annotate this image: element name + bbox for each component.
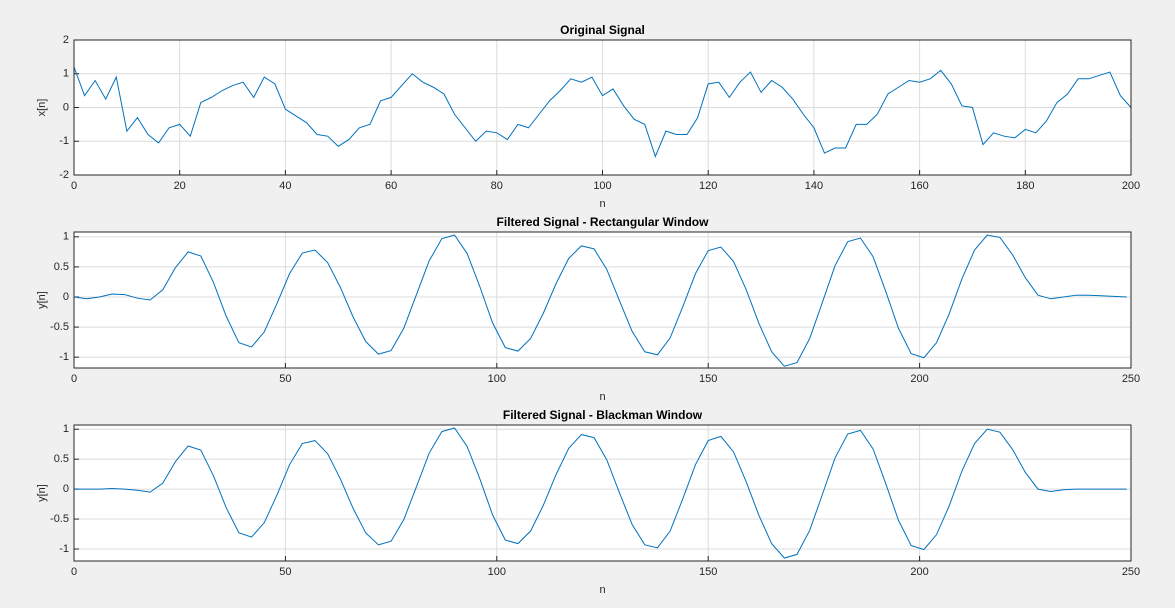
y-axis-label: x[n] (36, 99, 48, 117)
signal-line (73, 66, 1132, 158)
x-tick-label: 160 (910, 180, 928, 192)
x-axis-label: n (599, 198, 605, 210)
signal-line (74, 427, 1127, 559)
x-tick-label: 150 (699, 566, 717, 578)
x-tick-label: 100 (488, 373, 506, 385)
x-tick-label: 200 (1122, 180, 1140, 192)
y-tick-label: -1 (59, 351, 69, 363)
axes-background (74, 232, 1131, 368)
x-axis-label: n (599, 391, 605, 403)
y-tick-label: -2 (59, 169, 69, 181)
x-tick-label: 140 (805, 180, 823, 192)
chart-title: Filtered Signal - Blackman Window (503, 408, 703, 422)
x-tick-label: 200 (910, 566, 928, 578)
y-tick-label: 1 (63, 231, 69, 243)
y-tick-label: 0 (63, 291, 69, 303)
x-tick-label: 60 (385, 180, 397, 192)
y-tick-label: 0.5 (54, 261, 69, 273)
x-axis-label: n (599, 584, 605, 596)
x-tick-label: 200 (910, 373, 928, 385)
y-tick-label: -0.5 (50, 513, 69, 525)
y-tick-label: 0 (63, 483, 69, 495)
x-tick-label: 0 (71, 566, 77, 578)
x-tick-label: 0 (71, 373, 77, 385)
y-tick-label: 0.5 (54, 453, 69, 465)
y-axis-label: y[n] (36, 484, 48, 502)
x-tick-label: 120 (699, 180, 717, 192)
y-tick-label: 1 (63, 423, 69, 435)
y-tick-label: 1 (63, 68, 69, 80)
y-tick-label: -0.5 (50, 321, 69, 333)
x-tick-label: 100 (593, 180, 611, 192)
chart-title: Filtered Signal - Rectangular Window (497, 215, 710, 229)
x-tick-label: 250 (1122, 566, 1140, 578)
signal-line (73, 234, 1127, 367)
x-tick-label: 180 (1016, 180, 1034, 192)
x-tick-label: 100 (488, 566, 506, 578)
y-tick-label: 0 (63, 101, 69, 113)
y-tick-label: -1 (59, 135, 69, 147)
x-tick-label: 150 (699, 373, 717, 385)
x-tick-label: 50 (279, 566, 291, 578)
x-tick-label: 80 (491, 180, 503, 192)
chart-title: Original Signal (560, 23, 645, 37)
x-tick-label: 20 (174, 180, 186, 192)
axes-background (74, 425, 1131, 561)
y-axis-label: y[n] (36, 291, 48, 309)
x-tick-label: 40 (279, 180, 291, 192)
x-tick-label: 0 (71, 180, 77, 192)
x-tick-label: 250 (1122, 373, 1140, 385)
y-tick-label: 2 (63, 34, 69, 46)
x-tick-label: 50 (279, 373, 291, 385)
axes-box (73, 39, 1132, 176)
y-tick-label: -1 (59, 543, 69, 555)
axes-box (73, 424, 1132, 562)
axes-box (73, 231, 1132, 369)
